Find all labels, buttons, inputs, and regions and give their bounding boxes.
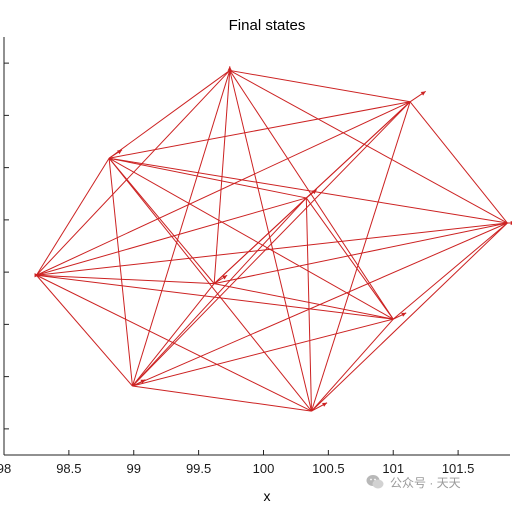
edge-line-9-10	[213, 197, 307, 284]
edge-line-3-4	[392, 222, 508, 320]
arrowhead-7	[34, 273, 40, 278]
y-tick-layer	[4, 62, 9, 430]
chart-title: Final states	[229, 17, 306, 34]
arrowhead-4	[401, 312, 407, 317]
wechat-icon	[366, 475, 384, 489]
edge-line-2-8	[109, 101, 411, 159]
arrowhead-1	[227, 66, 232, 71]
arrowhead-5	[322, 402, 328, 407]
edge-line-2-7	[36, 101, 411, 276]
edge-line-6-7	[36, 274, 133, 387]
edge-line-1-7	[36, 70, 231, 276]
arrowhead-6	[140, 379, 146, 384]
x-axis-label: x	[264, 488, 271, 504]
watermark-text: 公众号 · 天天	[390, 475, 461, 490]
edge-line-8-9	[108, 157, 307, 199]
edge-line-3-10	[214, 222, 508, 285]
x-tick-label-3: 99.5	[186, 461, 211, 476]
x-tick-label-1: 98.5	[56, 461, 81, 476]
x-tick-label-0: 98	[0, 461, 11, 476]
edge-line-4-9	[305, 197, 394, 320]
edge-line-3-8	[109, 157, 508, 224]
edge-line-5-6	[132, 385, 312, 412]
edge-line-4-6	[132, 318, 394, 387]
edge-line-4-8	[108, 157, 394, 320]
watermark: 公众号 · 天天	[366, 472, 461, 492]
arrowhead-10	[222, 275, 228, 280]
edge-line-2-6	[132, 101, 411, 387]
edge-line-5-7	[36, 274, 312, 412]
edge-line-5-9	[305, 197, 312, 412]
x-tick-layer: 98 98.5 99 99.5 100 100.5 101 101.5	[0, 450, 474, 476]
edge-line-1-6	[131, 70, 231, 387]
edge-line-4-10	[214, 283, 394, 320]
arrowhead-9	[311, 189, 317, 195]
x-tick-label-5: 100.5	[312, 461, 345, 476]
arrowhead-8	[117, 149, 123, 155]
x-tick-label-4: 100	[253, 461, 275, 476]
edge-line-7-8	[36, 157, 110, 276]
x-tick-label-6: 101	[382, 461, 404, 476]
edge-line-3-7	[36, 222, 508, 276]
edge-line-3-5	[311, 222, 508, 412]
edge-layer	[36, 69, 508, 412]
edge-line-6-9	[132, 197, 307, 387]
edge-line-1-5	[229, 70, 312, 412]
edge-line-7-9	[36, 197, 307, 276]
arrowhead-2	[420, 91, 426, 96]
edge-line-8-10	[108, 157, 215, 284]
edge-line-1-2	[229, 69, 411, 103]
arrow-layer	[34, 66, 512, 412]
edge-line-7-10	[36, 274, 215, 285]
edge-line-2-5	[311, 101, 411, 412]
edge-line-6-10	[132, 283, 215, 387]
edge-line-4-5	[311, 318, 394, 412]
axes	[3, 37, 510, 456]
edge-line-1-8	[108, 70, 231, 159]
x-tick-label-7: 101.5	[442, 461, 475, 476]
edge-line-1-3	[229, 70, 508, 224]
edge-line-6-8	[108, 158, 133, 387]
edge-line-1-4	[229, 70, 394, 320]
edge-line-2-3	[409, 101, 508, 224]
edge-line-5-8	[108, 157, 312, 412]
x-tick-label-2: 99	[127, 461, 141, 476]
